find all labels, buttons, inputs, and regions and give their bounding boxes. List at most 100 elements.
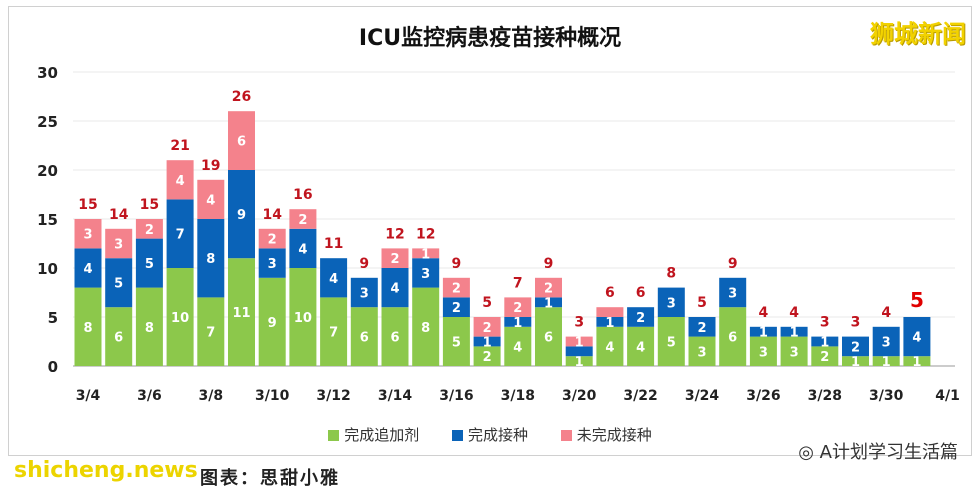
legend-swatch <box>451 430 463 441</box>
legend-swatch <box>560 430 572 441</box>
y-tick-label: 0 <box>48 358 58 376</box>
bar-segment <box>596 326 624 366</box>
segment-label: 3 <box>83 228 92 243</box>
total-label: 14 <box>262 207 282 223</box>
bar-segment <box>442 317 470 366</box>
x-tick-label: 4/1 <box>935 388 960 404</box>
legend-item: 完成追加剂 <box>328 426 419 444</box>
y-tick-label: 10 <box>37 260 58 278</box>
bar-segment <box>166 268 194 366</box>
legend-label: 未完成接种 <box>576 426 652 444</box>
segment-label: 2 <box>145 223 154 238</box>
total-label: 5 <box>482 295 492 311</box>
segment-label: 3 <box>759 345 768 360</box>
bar-segment <box>535 307 562 366</box>
x-tick-label: 3/30 <box>869 388 904 404</box>
total-label: 21 <box>170 138 189 154</box>
segment-label: 2 <box>851 340 860 355</box>
segment-label: 3 <box>268 257 277 272</box>
segment-label: 7 <box>206 326 215 341</box>
y-tick-label: 5 <box>48 309 58 327</box>
segment-label: 2 <box>636 311 645 326</box>
segment-label: 6 <box>360 331 369 346</box>
bar-segment <box>289 268 317 366</box>
bar-segment <box>504 326 532 366</box>
segment-label: 10 <box>294 311 312 326</box>
bar-segment <box>749 336 777 366</box>
bar-segment <box>258 248 286 278</box>
bar-segment <box>535 277 562 298</box>
total-label: 9 <box>452 256 462 272</box>
segment-label: 6 <box>390 331 399 346</box>
bar-segment <box>258 277 286 366</box>
bar-segment <box>872 326 900 357</box>
bar-segment <box>74 248 102 288</box>
x-tick-label: 3/22 <box>623 388 657 404</box>
segment-label: 4 <box>636 340 645 355</box>
segment-label: 4 <box>513 340 522 355</box>
bar-segment <box>627 307 655 327</box>
legend-item: 完成接种 <box>451 426 528 444</box>
segment-label: 1 <box>790 326 799 341</box>
bar-segment <box>596 317 624 327</box>
bar-segment <box>780 336 808 366</box>
x-tick-label: 3/8 <box>198 388 223 404</box>
total-label: 6 <box>605 285 615 301</box>
y-tick-label: 30 <box>37 64 58 82</box>
x-tick-label: 3/6 <box>137 388 162 404</box>
segment-label: 5 <box>452 336 461 351</box>
total-label: 3 <box>851 315 861 331</box>
bar-segment <box>811 346 839 366</box>
bar-segment <box>657 317 685 366</box>
bar-segment <box>903 356 931 366</box>
bar-segment <box>105 307 133 366</box>
site-watermark: shicheng.news <box>14 458 198 483</box>
segment-label: 4 <box>298 242 307 257</box>
bar-segment <box>442 297 470 317</box>
segment-label: 2 <box>452 282 461 297</box>
x-tick-label: 3/26 <box>746 388 780 404</box>
x-tick-label: 3/18 <box>501 388 535 404</box>
segment-label: 3 <box>667 296 676 311</box>
bar-segment <box>473 336 501 347</box>
segment-label: 2 <box>483 321 492 336</box>
bar-segment <box>811 336 839 347</box>
segment-label: 1 <box>605 316 614 331</box>
segment-label: 8 <box>145 321 154 336</box>
account-watermark: ◎ A计划学习生活篇 <box>798 438 958 464</box>
watermark-logo: 狮城新闻 <box>870 20 966 48</box>
total-label: 3 <box>820 315 830 331</box>
bar-segment <box>719 277 747 308</box>
segment-label: 1 <box>421 247 430 262</box>
total-label: 19 <box>201 158 220 174</box>
total-label: 26 <box>232 89 251 105</box>
bar-segment <box>74 287 102 366</box>
segment-label: 2 <box>452 301 461 316</box>
y-tick-label: 25 <box>37 113 58 131</box>
segment-label: 1 <box>483 336 492 351</box>
x-tick-label: 3/24 <box>685 388 720 404</box>
segment-label: 3 <box>790 345 799 360</box>
legend: 完成追加剂 完成接种 未完成接种 <box>0 424 980 445</box>
segment-label: 2 <box>513 301 522 316</box>
total-label: 5 <box>697 295 707 311</box>
segment-label: 1 <box>759 326 768 341</box>
bar-segment <box>872 356 900 366</box>
segment-label: 3 <box>728 287 737 302</box>
total-label: 15 <box>140 197 159 213</box>
bar-segment <box>412 287 440 366</box>
bar-segment <box>350 277 378 308</box>
bar-segment <box>289 228 317 268</box>
wechat-icon: ◎ <box>798 442 820 463</box>
total-label: 8 <box>666 266 676 282</box>
chart-frame <box>8 6 972 456</box>
bar-segment <box>381 248 409 268</box>
segment-label: 6 <box>114 331 123 346</box>
segment-label: 5 <box>145 257 154 272</box>
bar-segment <box>688 317 716 337</box>
total-label: 4 <box>759 305 769 321</box>
bar-segment <box>166 160 194 200</box>
total-label: 5 <box>910 288 924 312</box>
bar-segment <box>381 307 409 366</box>
